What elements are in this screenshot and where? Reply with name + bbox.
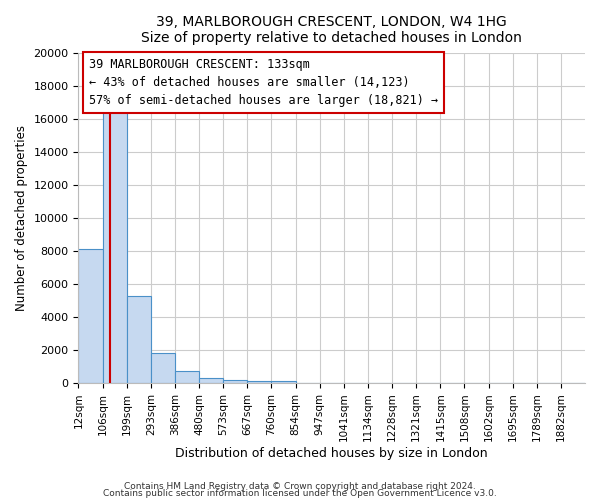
Bar [103,111,127,383]
Title: 39, MARLBOROUGH CRESCENT, LONDON, W4 1HG
Size of property relative to detached h: 39, MARLBOROUGH CRESCENT, LONDON, W4 1HG… [141,15,522,45]
Text: 39 MARLBOROUGH CRESCENT: 133sqm
← 43% of detached houses are smaller (14,123)
57: 39 MARLBOROUGH CRESCENT: 133sqm ← 43% of… [89,58,437,108]
Text: Contains HM Land Registry data © Crown copyright and database right 2024.: Contains HM Land Registry data © Crown c… [124,482,476,491]
Bar [247,381,271,383]
Bar [127,296,151,383]
Y-axis label: Number of detached properties: Number of detached properties [15,125,28,311]
Bar [175,370,199,383]
Bar [151,354,175,383]
Text: Contains public sector information licensed under the Open Government Licence v3: Contains public sector information licen… [103,490,497,498]
Bar [271,382,296,383]
Bar [223,380,247,383]
Bar [199,378,223,383]
Bar [79,250,103,383]
X-axis label: Distribution of detached houses by size in London: Distribution of detached houses by size … [175,447,488,460]
